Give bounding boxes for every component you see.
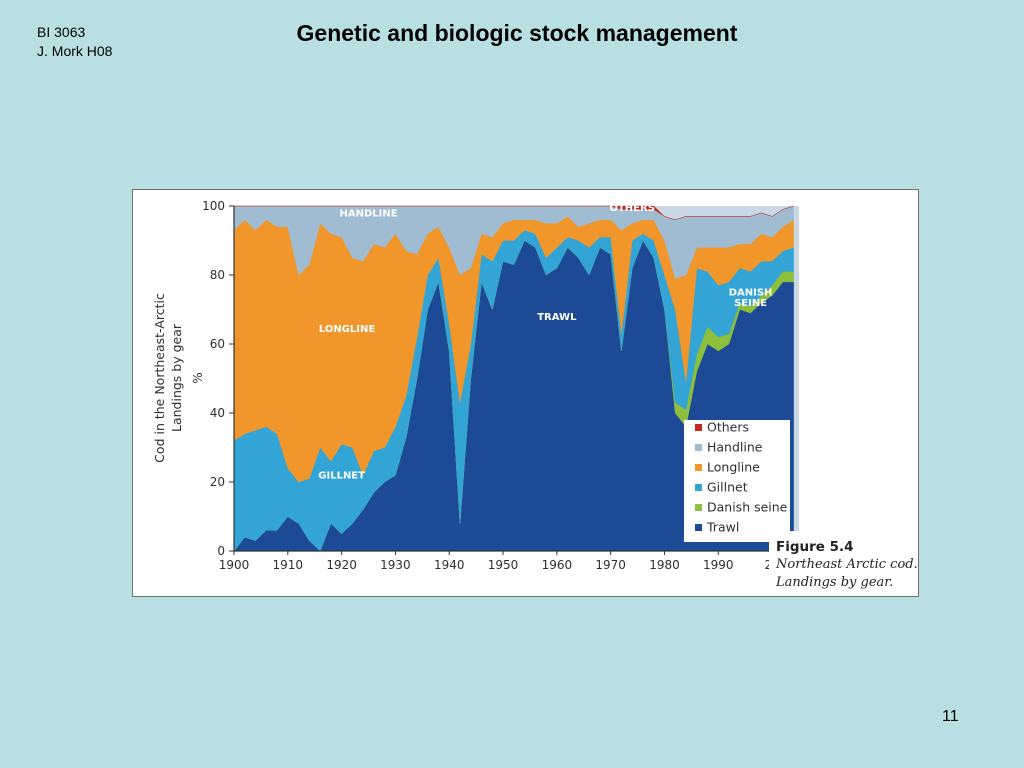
legend-label-gillnet: Gillnet (707, 480, 748, 495)
x-tick-label: 1920 (326, 558, 357, 572)
y-tick-label: 0 (217, 544, 225, 558)
legend-label-others: Others (707, 420, 749, 435)
area-label-trawl: TRAWL (537, 312, 577, 323)
x-tick-label: 1960 (542, 558, 573, 572)
y-tick-label: 40 (210, 406, 225, 420)
chart-area-labels: HANDLINE OTHERS LONGLINE TRAWL GILLNET DANISH… (318, 203, 772, 481)
chart-areas (233, 205, 794, 552)
course-code: BI 3063 (37, 24, 86, 40)
area-label-handline: HANDLINE (339, 208, 397, 219)
legend-swatch-danish-seine (695, 504, 702, 511)
y-tick-label: 60 (210, 337, 225, 351)
x-tick-label: 1950 (488, 558, 519, 572)
author-term: J. Mork H08 (37, 43, 113, 59)
legend-label-longline: Longline (707, 460, 760, 475)
y-tick-label: 100 (202, 199, 225, 213)
area-label-gillnet: GILLNET (318, 471, 365, 482)
stacked-area-chart: 0 20 40 60 80 100 1900 1910 1920 1930 1940 1950 1960… (152, 199, 918, 595)
chart-ylabel-line1: Cod in the Northeast-Arctic (152, 293, 167, 463)
x-tick-label: 1980 (649, 558, 680, 572)
chart-ylabel-line2: Landings by gear (169, 323, 184, 432)
legend-label-danish-seine: Danish seine (707, 500, 788, 515)
x-tick-label: 1970 (595, 558, 626, 572)
course-info: BI 3063 J. Mork H08 (37, 23, 112, 61)
y-tick-label: 20 (210, 475, 225, 489)
x-tick-label: 1900 (219, 558, 250, 572)
legend-swatch-trawl (695, 524, 702, 531)
area-label-seine: SEINE (734, 298, 767, 309)
x-tick-label: 1930 (380, 558, 411, 572)
legend-swatch-others (695, 424, 702, 431)
area-label-longline: LONGLINE (319, 324, 376, 335)
y-tick-label: 80 (210, 268, 225, 282)
legend-box (684, 420, 790, 542)
area-label-others: OTHERS (609, 203, 654, 214)
chart-ylabel-unit: % (191, 372, 205, 383)
area-others (234, 205, 794, 221)
chart-axes: 0 20 40 60 80 100 1900 1910 1920 1930 1940 1950 1960… (202, 199, 799, 572)
x-tick-label: 1910 (273, 558, 304, 572)
figure-frame: 0 20 40 60 80 100 1900 1910 1920 1930 1940 1950 1960… (132, 189, 919, 597)
x-tick-label: 1990 (703, 558, 734, 572)
caption-box (769, 531, 917, 595)
figure-caption: Figure 5.4 Northeast Arctic cod. Landing… (769, 531, 918, 595)
legend-swatch-longline (695, 464, 702, 471)
figure-caption-line1: Northeast Arctic cod. (775, 557, 918, 572)
slide-title: Genetic and biologic stock management (296, 20, 738, 46)
page-number: 11 (942, 708, 959, 725)
legend-swatch-handline (695, 444, 702, 451)
legend-label-handline: Handline (707, 440, 763, 455)
area-label-danish: DANISH (729, 288, 773, 299)
figure-number: Figure 5.4 (776, 539, 854, 555)
x-tick-label: 1940 (434, 558, 465, 572)
figure-caption-line2: Landings by gear. (775, 575, 893, 590)
chart-legend: Others Handline Longline Gillnet Danish sein… (684, 420, 790, 542)
legend-swatch-gillnet (695, 484, 702, 491)
legend-label-trawl: Trawl (706, 520, 739, 535)
